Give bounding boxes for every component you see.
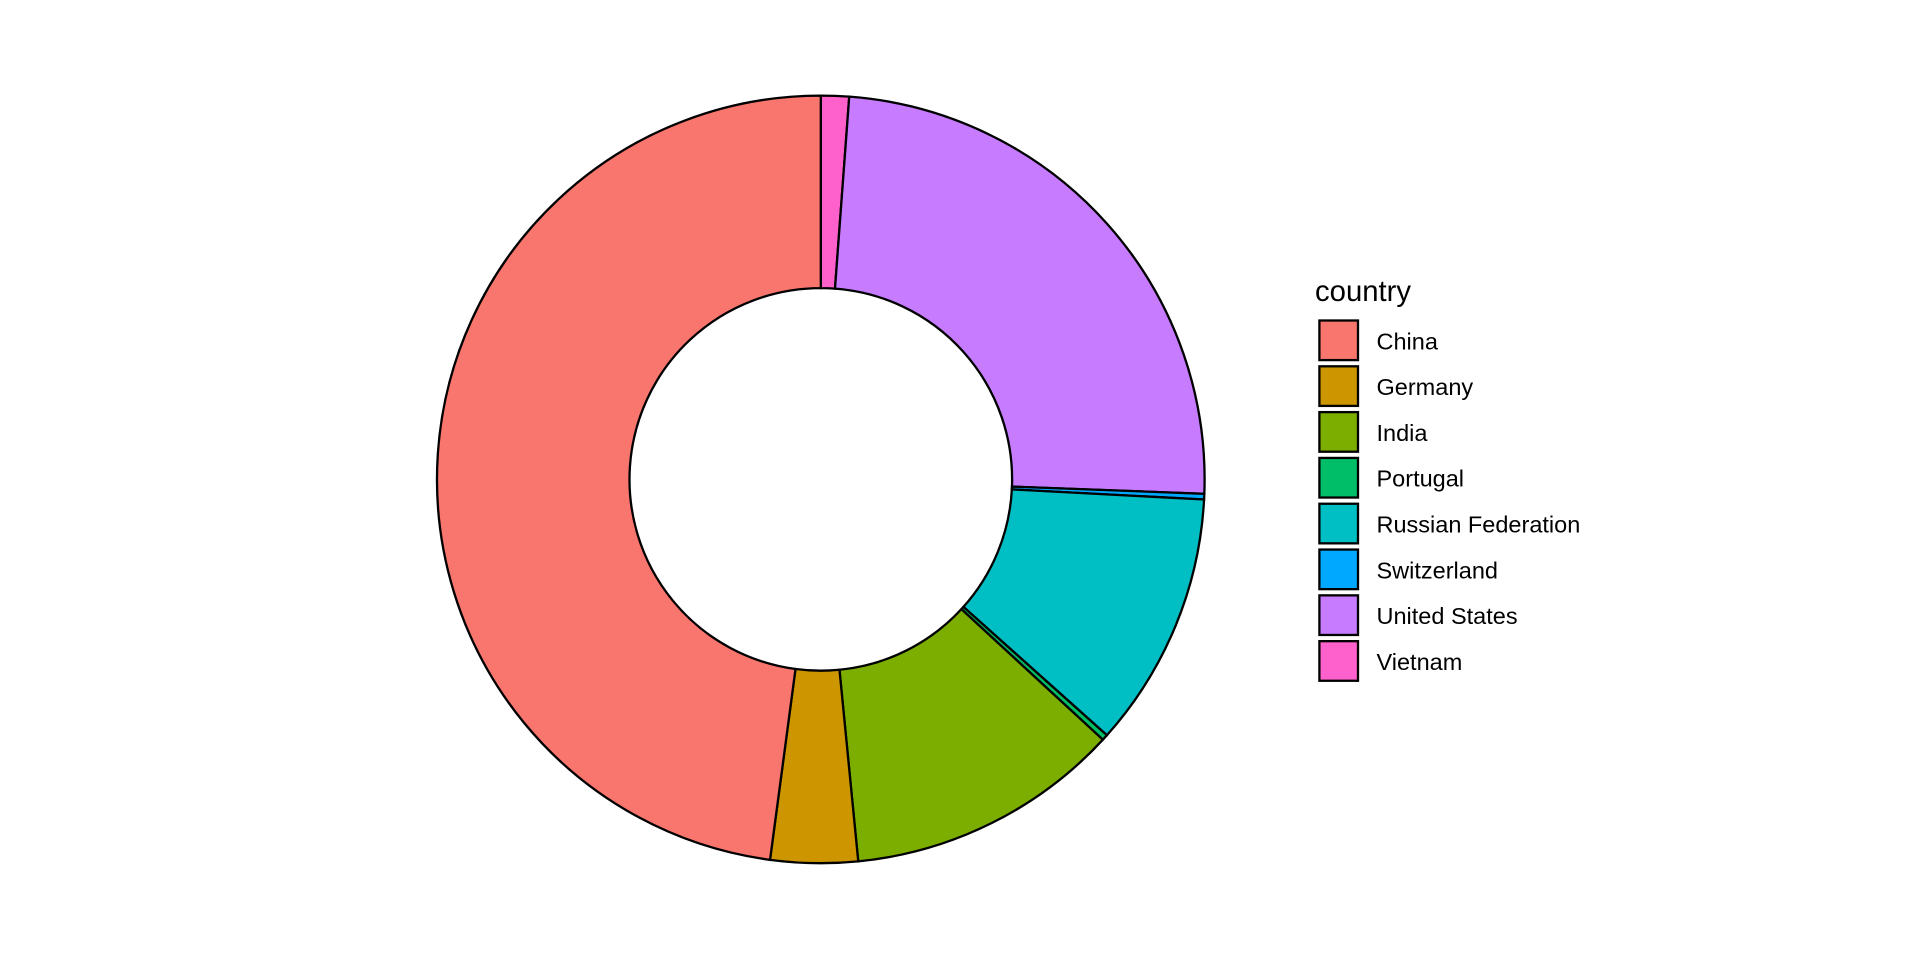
svg-text:Vietnam: Vietnam — [1377, 649, 1463, 675]
svg-text:Germany: Germany — [1377, 374, 1474, 400]
svg-text:India: India — [1377, 420, 1429, 446]
svg-text:country: country — [1315, 275, 1411, 308]
svg-text:Switzerland: Switzerland — [1377, 557, 1498, 583]
svg-text:Portugal: Portugal — [1377, 466, 1465, 492]
svg-text:United States: United States — [1377, 603, 1518, 629]
svg-text:China: China — [1377, 328, 1439, 354]
svg-text:Russian Federation: Russian Federation — [1377, 512, 1581, 538]
